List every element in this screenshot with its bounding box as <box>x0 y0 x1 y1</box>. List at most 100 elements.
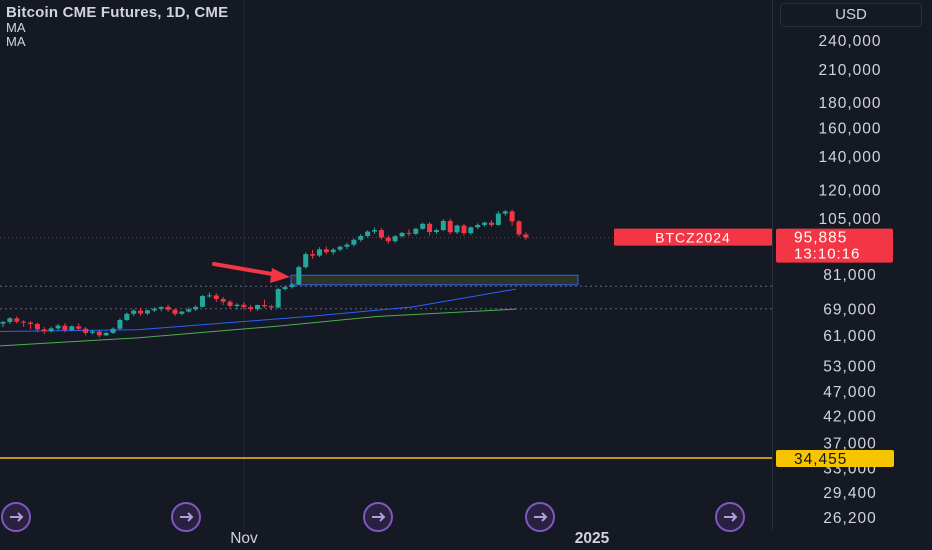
candle[interactable] <box>28 322 34 324</box>
candle[interactable] <box>117 319 123 329</box>
candle[interactable] <box>103 332 109 336</box>
candle[interactable] <box>220 298 226 302</box>
candle[interactable] <box>0 321 6 324</box>
time-axis-label: Nov <box>230 530 258 547</box>
candle[interactable] <box>200 296 206 307</box>
candle[interactable] <box>248 307 254 310</box>
candle[interactable] <box>34 323 40 330</box>
candle[interactable] <box>48 328 54 332</box>
candle[interactable] <box>420 223 426 229</box>
candle[interactable] <box>131 310 137 314</box>
candle[interactable] <box>83 328 89 333</box>
candle[interactable] <box>378 230 384 238</box>
candle[interactable] <box>495 213 501 225</box>
candle[interactable] <box>406 232 412 234</box>
candle[interactable] <box>89 331 95 333</box>
candle[interactable] <box>268 306 274 308</box>
candle[interactable] <box>193 306 199 310</box>
candle[interactable] <box>69 326 75 331</box>
candle[interactable] <box>206 295 212 297</box>
candle[interactable] <box>62 325 68 331</box>
price-axis-divider <box>772 0 773 530</box>
candle[interactable] <box>475 224 481 228</box>
candle[interactable] <box>213 295 219 299</box>
legend-ma-1[interactable]: MA <box>6 20 26 35</box>
candle[interactable] <box>461 225 467 234</box>
candle[interactable] <box>413 228 419 234</box>
candle[interactable] <box>186 309 192 312</box>
candle[interactable] <box>7 318 13 322</box>
candle[interactable] <box>151 308 157 311</box>
candle[interactable] <box>482 222 488 225</box>
candle[interactable] <box>261 305 267 307</box>
price-axis-label: 140,000 <box>818 149 881 166</box>
annotation-arrow[interactable] <box>212 262 280 277</box>
candle[interactable] <box>275 289 281 308</box>
price-axis-label: 240,000 <box>818 33 881 50</box>
candle[interactable] <box>337 246 343 250</box>
price-axis-label: 47,000 <box>823 384 876 401</box>
candle[interactable] <box>241 304 247 308</box>
candle[interactable] <box>509 211 515 222</box>
candle[interactable] <box>516 221 522 235</box>
candle[interactable] <box>296 267 302 285</box>
event-arrow-glyph <box>372 512 386 522</box>
candle[interactable] <box>110 328 116 333</box>
candle[interactable] <box>282 287 288 290</box>
price-axis-label: 69,000 <box>823 301 876 318</box>
candle[interactable] <box>96 331 102 336</box>
candle[interactable] <box>138 310 144 314</box>
candle[interactable] <box>289 284 295 288</box>
candle[interactable] <box>165 306 171 310</box>
candle[interactable] <box>351 239 357 245</box>
candle[interactable] <box>316 249 322 256</box>
candle[interactable] <box>14 318 20 322</box>
candle[interactable] <box>433 230 439 233</box>
candle[interactable] <box>55 325 61 329</box>
candle[interactable] <box>144 310 150 314</box>
candle[interactable] <box>358 235 364 240</box>
candle[interactable] <box>21 321 27 323</box>
highlight-zone[interactable] <box>290 274 579 286</box>
candle[interactable] <box>303 254 309 268</box>
candle[interactable] <box>372 230 378 232</box>
candle[interactable] <box>344 244 350 247</box>
price-axis-label: 180,000 <box>818 95 881 112</box>
candle[interactable] <box>392 236 398 242</box>
candle[interactable] <box>440 220 446 231</box>
candle[interactable] <box>255 305 261 310</box>
price-axis-label: 160,000 <box>818 120 881 137</box>
currency-button[interactable]: USD <box>780 3 922 27</box>
candle[interactable] <box>124 313 130 320</box>
symbol-tag[interactable] <box>614 228 772 246</box>
candle[interactable] <box>323 249 329 253</box>
candle[interactable] <box>399 232 405 237</box>
candle[interactable] <box>158 306 164 309</box>
legend-title[interactable]: Bitcoin CME Futures, 1D, CME <box>6 4 229 21</box>
chart-legend[interactable]: Bitcoin CME Futures, 1D, CME MA MA <box>6 4 228 49</box>
candle[interactable] <box>310 254 316 256</box>
legend-ma-2[interactable]: MA <box>6 34 26 49</box>
candle[interactable] <box>234 304 240 306</box>
candle[interactable] <box>76 326 82 329</box>
candle[interactable] <box>385 237 391 242</box>
candle[interactable] <box>488 222 494 225</box>
candle[interactable] <box>502 211 508 214</box>
candle[interactable] <box>365 231 371 236</box>
candle[interactable] <box>41 329 47 332</box>
last-price-box[interactable] <box>776 228 893 263</box>
candle[interactable] <box>179 311 185 314</box>
candle[interactable] <box>427 223 433 233</box>
candle[interactable] <box>454 225 460 233</box>
price-axis-label: 37,000 <box>823 436 876 453</box>
candle[interactable] <box>172 309 178 314</box>
candle[interactable] <box>468 227 474 234</box>
event-arrow-glyph <box>724 512 738 522</box>
level-price-box[interactable] <box>776 450 894 468</box>
candle[interactable] <box>447 220 453 233</box>
candle[interactable] <box>227 301 233 306</box>
annotation-arrow-head[interactable] <box>270 268 290 283</box>
candle[interactable] <box>330 249 336 253</box>
candle[interactable] <box>523 234 529 238</box>
